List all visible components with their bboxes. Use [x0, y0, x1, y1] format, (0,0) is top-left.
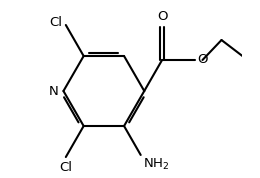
Text: O: O	[157, 10, 167, 23]
Text: NH$_2$: NH$_2$	[143, 157, 170, 172]
Text: Cl: Cl	[49, 16, 62, 29]
Text: O: O	[198, 54, 208, 67]
Text: N: N	[49, 85, 59, 98]
Text: Cl: Cl	[59, 161, 72, 174]
